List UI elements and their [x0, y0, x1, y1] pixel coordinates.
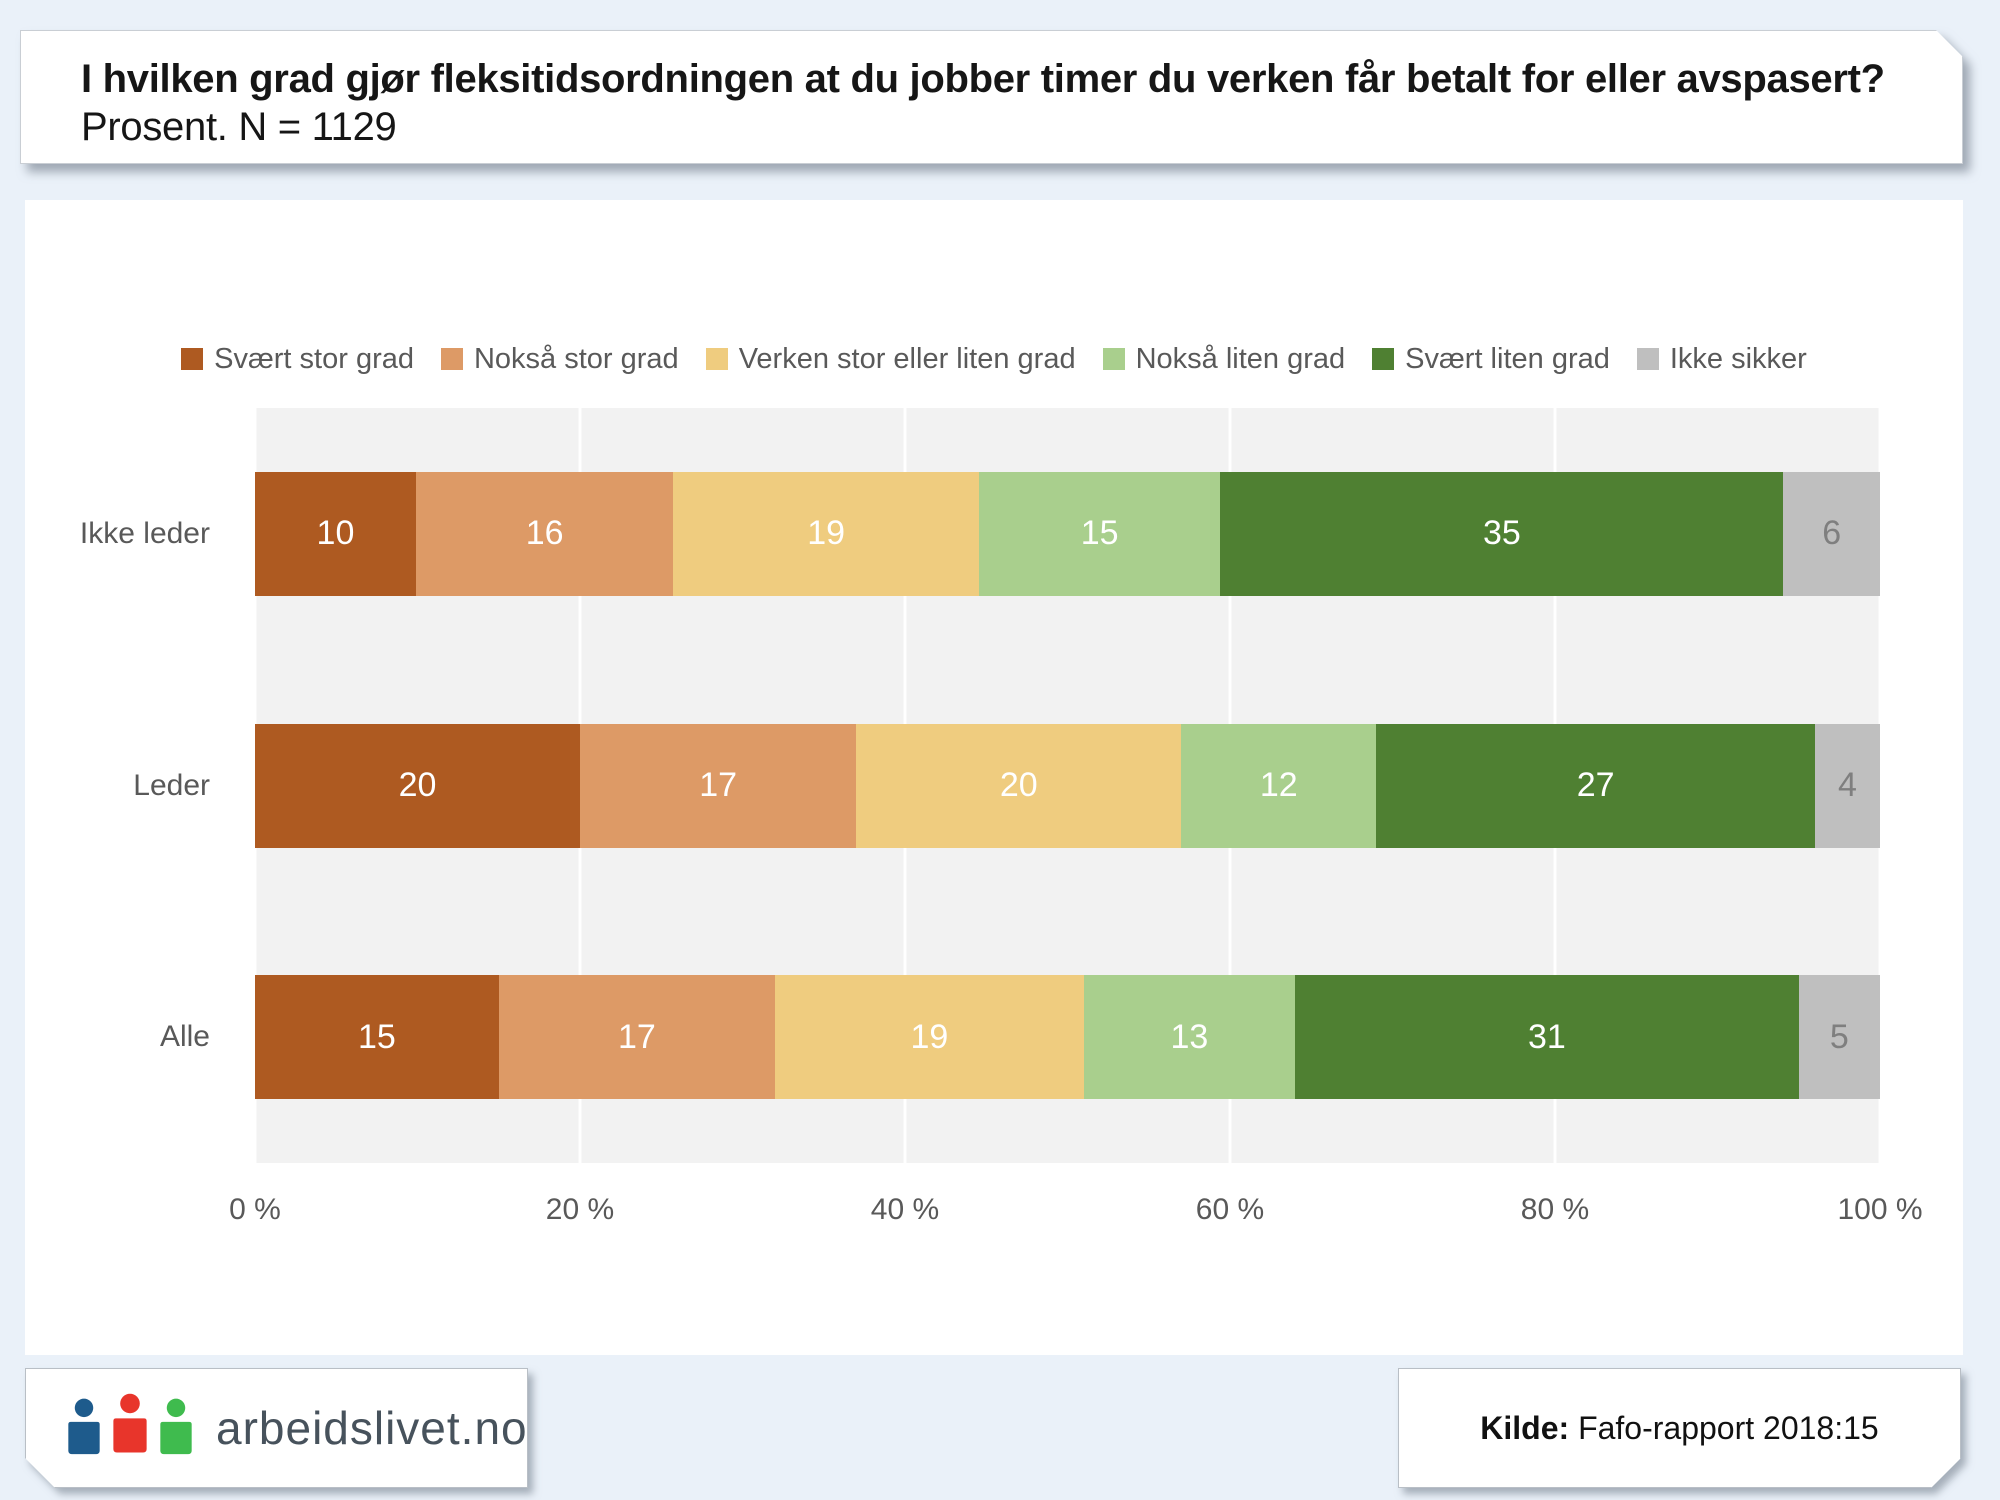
legend-swatch-icon	[1102, 348, 1125, 370]
person-icon-red	[109, 1392, 151, 1464]
legend-label: Nokså stor grad	[473, 342, 679, 375]
x-axis-tick-label: 100 %	[1837, 1193, 1923, 1226]
legend-label: Svært stor grad	[214, 342, 414, 375]
bar-segment: 15	[255, 975, 499, 1100]
bar-segment-label: 13	[1170, 1017, 1209, 1056]
legend-label: Verken stor eller liten grad	[738, 342, 1076, 375]
legend-item: Ikke sikker	[1636, 342, 1807, 376]
bar-segment-label: 6	[1822, 514, 1842, 553]
legend-label: Svært liten grad	[1405, 342, 1610, 375]
bar-segment: 16	[415, 471, 674, 596]
bar-segment-label: 20	[398, 766, 437, 804]
bar-segment: 20	[255, 723, 580, 848]
category-label: Ikke leder	[79, 516, 210, 550]
legend-swatch-icon	[1636, 348, 1659, 370]
x-axis-tick-label: 40 %	[870, 1193, 940, 1226]
chart-card: Svært stor grad Nokså stor grad Verken sto…	[25, 200, 1963, 1355]
logo-card: arbeidslivet.no	[25, 1368, 528, 1488]
legend-item: Svært liten grad	[1372, 343, 1610, 376]
bar-segment-label: 31	[1527, 1017, 1566, 1056]
x-axis-tick-label: 80 %	[1520, 1193, 1590, 1226]
people-icon	[64, 1392, 196, 1464]
category-label: Alle	[159, 1020, 210, 1054]
bar-row: 15 17 19 13 31 5	[255, 975, 1880, 1100]
bar-segment-label: 12	[1259, 766, 1298, 804]
legend-label: Ikke sikker	[1669, 342, 1807, 375]
bar-segment: 17	[498, 975, 775, 1100]
bar-segment: 4	[1815, 723, 1880, 848]
bar-segment: 15	[979, 471, 1221, 596]
legend-item: Svært stor grad	[181, 343, 414, 376]
bar-segment-label: 20	[999, 766, 1038, 804]
bar-segment-label: 10	[316, 514, 355, 553]
x-axis-tick-label: 60 %	[1195, 1193, 1265, 1226]
bar-segment-label: 35	[1482, 514, 1521, 553]
bar-segment: 12	[1181, 723, 1377, 848]
source-card: Kilde: Fafo-rapport 2018:15	[1398, 1368, 1961, 1488]
legend-swatch-icon	[440, 348, 463, 370]
bar-row: 10 16 19 15 35 6	[255, 471, 1880, 596]
page-title: I hvilken grad gjør fleksitidsordningen …	[81, 55, 1892, 151]
source-label: Kilde: Fafo-rapport 2018:15	[1398, 1368, 1961, 1488]
bar-segment: 6	[1783, 471, 1880, 596]
x-axis-tick-label: 0 %	[229, 1193, 281, 1226]
bar-segment-label: 5	[1829, 1017, 1849, 1056]
legend-item: Nokså stor grad	[440, 342, 679, 376]
plot-area: 10 16 19 15 35 6 20 17 20 12 27 4 15 17 19 13 31 5	[255, 408, 1880, 1163]
bar-segment-label: 15	[1080, 514, 1119, 553]
legend-item: Nokså liten grad	[1102, 342, 1346, 376]
x-axis-tick-label: 20 %	[545, 1193, 615, 1226]
bar-segment-label: 19	[910, 1017, 949, 1056]
category-label: Leder	[133, 768, 210, 802]
legend-item: Verken stor eller liten grad	[705, 342, 1076, 376]
legend-swatch-icon	[705, 348, 728, 370]
page-title-question: I hvilken grad gjør fleksitidsordningen …	[81, 57, 1885, 101]
person-icon-green	[156, 1398, 196, 1464]
bar-segment: 27	[1376, 723, 1815, 848]
source-label-prefix: Kilde:	[1480, 1409, 1570, 1446]
legend-swatch-icon	[1372, 348, 1395, 370]
bar-segment-label: 19	[807, 514, 846, 553]
bar-segment-label: 27	[1576, 766, 1615, 804]
person-icon-blue	[64, 1398, 104, 1464]
bar-segment: 13	[1083, 975, 1295, 1100]
chart-legend: Svært stor grad Nokså stor grad Verken sto…	[25, 338, 1963, 380]
bar-segment: 35	[1220, 471, 1784, 596]
bar-segment: 10	[255, 471, 416, 596]
source-label-text: Fafo-rapport 2018:15	[1578, 1409, 1879, 1446]
bar-segment-label: 16	[525, 514, 564, 553]
bar-segment-label: 17	[617, 1017, 656, 1056]
page-title-subtitle: Prosent. N = 1129	[81, 105, 397, 149]
bar-row: 20 17 20 12 27 4	[255, 723, 1880, 848]
legend-swatch-icon	[181, 348, 204, 370]
logo-text: arbeidslivet.no	[216, 1402, 528, 1454]
title-card: I hvilken grad gjør fleksitidsordningen …	[20, 30, 1963, 164]
bar-segment: 20	[856, 723, 1182, 848]
bar-segment: 19	[775, 975, 1084, 1100]
bar-segment: 31	[1295, 975, 1799, 1100]
bar-segment: 19	[673, 471, 979, 596]
bar-segment: 5	[1798, 975, 1880, 1100]
bar-segment-label: 17	[699, 766, 738, 804]
bar-segment: 17	[580, 723, 857, 848]
legend-label: Nokså liten grad	[1135, 342, 1346, 375]
bar-segment-label: 4	[1838, 766, 1857, 804]
bar-segment-label: 15	[357, 1017, 396, 1056]
